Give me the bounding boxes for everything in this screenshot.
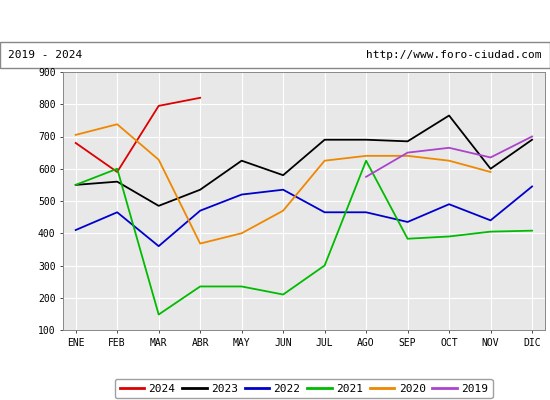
Text: http://www.foro-ciudad.com: http://www.foro-ciudad.com	[366, 50, 542, 60]
Text: 2019 - 2024: 2019 - 2024	[8, 50, 82, 60]
Legend: 2024, 2023, 2022, 2021, 2020, 2019: 2024, 2023, 2022, 2021, 2020, 2019	[115, 379, 493, 398]
Text: Evolucion Nº Turistas Extranjeros en el municipio de Mejorada del Campo: Evolucion Nº Turistas Extranjeros en el …	[22, 14, 528, 28]
